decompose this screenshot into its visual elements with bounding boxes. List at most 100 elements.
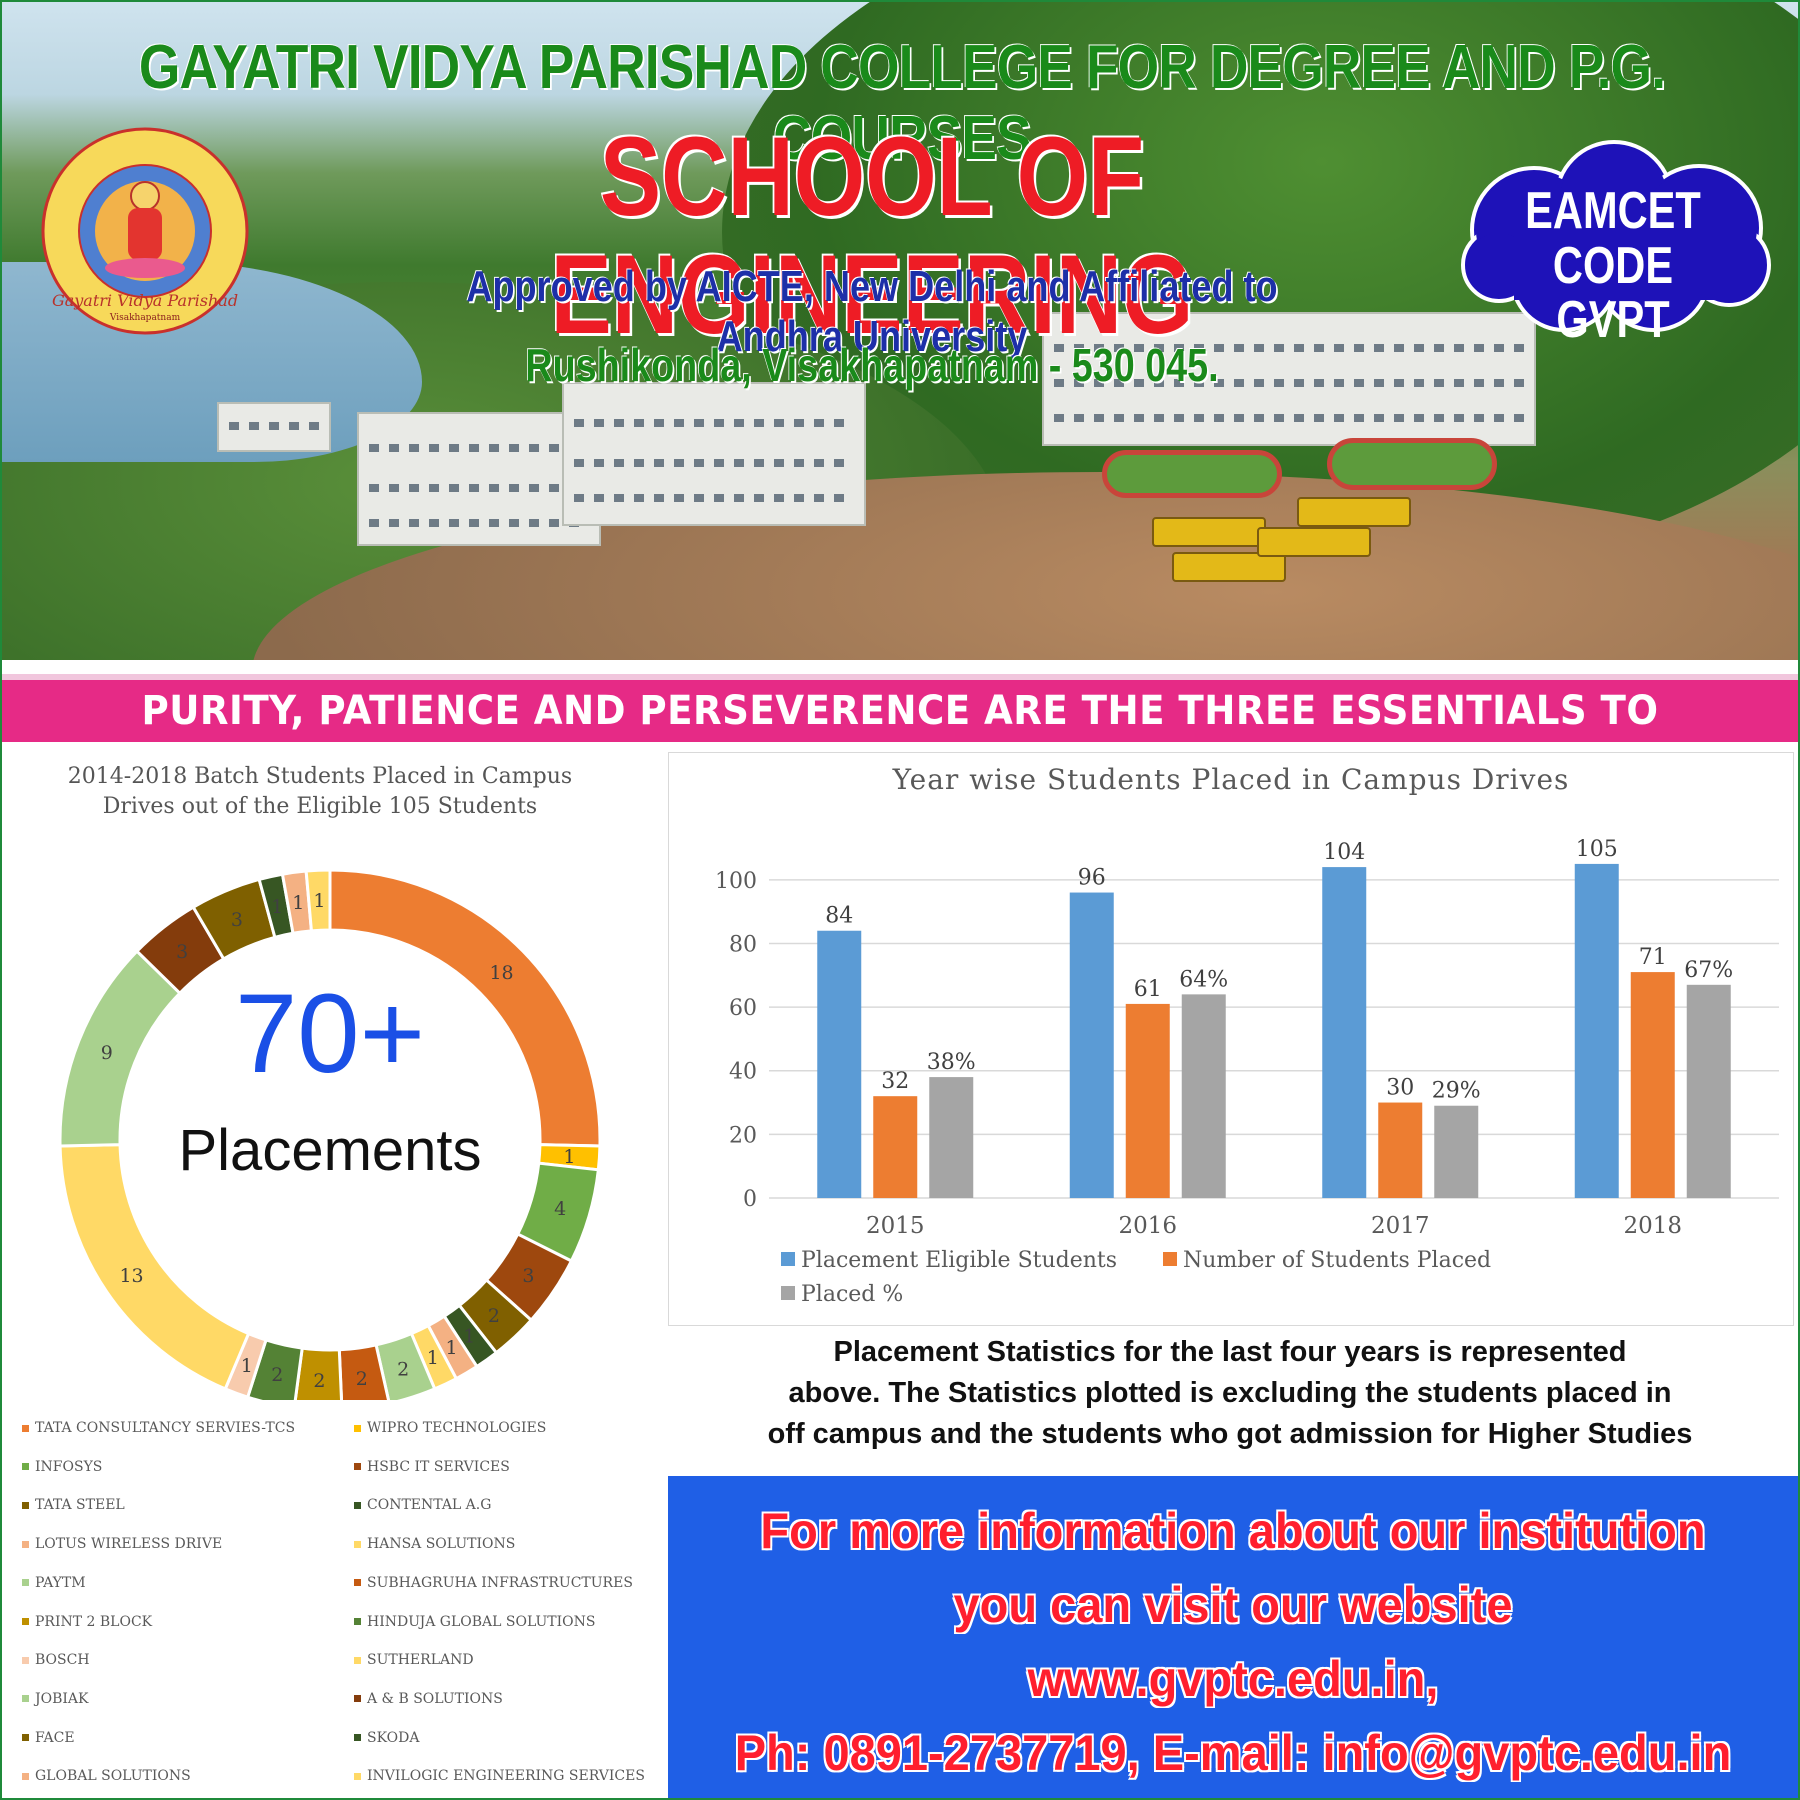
legend-label: A & B SOLUTIONS	[367, 1690, 503, 1707]
legend-swatch	[22, 1656, 29, 1664]
donut-slice	[304, 868, 332, 933]
website-link[interactable]: www.gvptc.edu.in,	[1027, 1651, 1439, 1707]
legend-label: HINDUJA GLOBAL SOLUTIONS	[367, 1613, 596, 1630]
legend-swatch	[354, 1734, 361, 1742]
y-tick-label: 60	[729, 996, 757, 1021]
info-line2: you can visit our website	[953, 1577, 1513, 1633]
donut-data-label: 9	[101, 1042, 113, 1064]
bar-data-label: 96	[1078, 866, 1106, 891]
legend-item: JOBIAK	[22, 1691, 88, 1707]
bar-data-label: 64%	[1179, 967, 1228, 992]
legend-swatch	[22, 1501, 29, 1509]
bar	[1181, 994, 1226, 1198]
approval-text: Approved by AICTE, New Delhi and Affilia…	[466, 262, 1278, 361]
bar	[1322, 867, 1367, 1198]
y-tick-label: 80	[729, 932, 757, 957]
legend-label: SKODA	[367, 1729, 420, 1746]
bar	[817, 930, 862, 1198]
bar	[1574, 863, 1619, 1198]
legend-label: TATA CONSULTANCY SERVIES-TCS	[35, 1420, 296, 1436]
donut-slice	[58, 949, 182, 1148]
legend-label: LOTUS WIRELESS DRIVE	[35, 1536, 223, 1553]
legend-item: WIPRO TECHNOLOGIES	[354, 1420, 546, 1436]
legend-swatch	[22, 1734, 29, 1742]
bus	[1297, 497, 1411, 527]
header-banner: GAYATRI VIDYA PARISHAD COLLEGE FOR DEGRE…	[2, 2, 1798, 660]
legend-label: Placement Eligible Students	[801, 1248, 1117, 1273]
y-tick-label: 40	[729, 1060, 757, 1085]
bar	[1686, 984, 1731, 1198]
legend-label: PRINT 2 BLOCK	[35, 1613, 153, 1630]
donut-data-label: 1	[563, 1146, 575, 1168]
legend-item: INFOSYS	[22, 1459, 102, 1475]
bar	[1630, 972, 1675, 1198]
legend-label: INFOSYS	[35, 1458, 103, 1475]
legend-swatch	[22, 1772, 29, 1780]
legend-label: SUTHERLAND	[367, 1652, 474, 1669]
address-text: Rushikonda, Visakhapatnam - 530 045.	[525, 339, 1219, 391]
bus	[1172, 552, 1286, 582]
legend-swatch	[354, 1695, 361, 1703]
bar-data-label: 104	[1323, 840, 1365, 865]
bar-data-label: 84	[825, 904, 853, 929]
legend-swatch	[354, 1463, 361, 1471]
donut-data-label: 13	[119, 1265, 143, 1287]
legend-item: FACE	[22, 1730, 75, 1746]
bar-data-label: 67%	[1684, 958, 1733, 983]
legend-item: CONTENTAL A.G	[354, 1497, 491, 1513]
donut-data-label: 1	[313, 890, 325, 912]
legend-item: HANSA SOLUTIONS	[354, 1536, 515, 1552]
legend-swatch	[781, 1252, 795, 1266]
legend-item: SUTHERLAND	[354, 1652, 474, 1668]
bar-data-label: 61	[1134, 977, 1162, 1002]
bar-data-label: 29%	[1432, 1079, 1481, 1104]
donut-data-label: 4	[554, 1198, 566, 1220]
legend-swatch	[22, 1618, 29, 1625]
legend-label: GLOBAL SOLUTIONS	[35, 1768, 191, 1785]
legend-label: Number of Students Placed	[1183, 1248, 1491, 1273]
legend-swatch	[354, 1424, 361, 1432]
legend-item: GLOBAL SOLUTIONS	[22, 1768, 191, 1784]
legend-swatch	[354, 1579, 361, 1587]
legend-swatch	[1163, 1252, 1177, 1266]
donut-data-label: 2	[488, 1305, 500, 1327]
placement-statistics-note: Placement Statistics for the last four y…	[668, 1332, 1792, 1455]
bar-data-label: 30	[1386, 1076, 1414, 1101]
school-title: SCHOOL OF ENGINEERING	[550, 114, 1194, 357]
bar-chart-title: Year wise Students Placed in Campus Driv…	[892, 763, 1570, 796]
legend-label: PAYTM	[35, 1574, 86, 1591]
donut-data-label: 1	[445, 1337, 457, 1359]
legend-label: JOBIAK	[35, 1690, 89, 1707]
donut-title-line2: Drives out of the Eligible 105 Students	[102, 794, 538, 819]
legend-swatch	[354, 1618, 361, 1625]
legend-label: HSBC IT SERVICES	[367, 1458, 510, 1475]
donut-data-label: 1	[271, 896, 283, 918]
legend-swatch	[354, 1540, 361, 1548]
donut-data-label: 1	[427, 1347, 439, 1369]
legend-label: TATA STEEL	[35, 1497, 125, 1514]
legend-item: A & B SOLUTIONS	[354, 1691, 503, 1707]
slogan-bar: PURITY, PATIENCE AND PERSEVERENCE ARE TH…	[2, 674, 1798, 796]
donut-data-label: 2	[397, 1359, 409, 1381]
building-center	[562, 382, 866, 526]
legend-label: BOSCH	[35, 1652, 90, 1669]
legend-item: INVILOGIC ENGINEERING SERVICES	[354, 1768, 645, 1784]
stats-line1: Placement Statistics for the last four y…	[833, 1336, 1627, 1368]
bus	[1257, 527, 1371, 557]
donut-data-label: 18	[489, 962, 513, 984]
legend-item: PAYTM	[22, 1575, 86, 1591]
building-left	[357, 412, 601, 546]
bar	[1434, 1105, 1479, 1198]
cloud-shape	[1461, 140, 1771, 332]
legend-label: HANSA SOLUTIONS	[367, 1536, 516, 1553]
info-line1: For more information about our instituti…	[760, 1503, 1706, 1559]
donut-center-big: 70+	[235, 971, 425, 1096]
legend-item: HSBC IT SERVICES	[354, 1459, 510, 1475]
bar	[873, 1096, 918, 1198]
college-name: GAYATRI VIDYA PARISHAD COLLEGE FOR DEGRE…	[138, 33, 1666, 173]
bar-chart: 0 20 40 60 80 100 84 32 38% 2015 96 61 64% 2016 104 30 2…	[715, 837, 1779, 1307]
legend-item: BOSCH	[22, 1652, 90, 1668]
phone-email-text[interactable]: Ph: 0891-2737719, E-mail: info@gvptc.edu…	[734, 1725, 1732, 1781]
bar-data-label: 71	[1639, 945, 1667, 970]
